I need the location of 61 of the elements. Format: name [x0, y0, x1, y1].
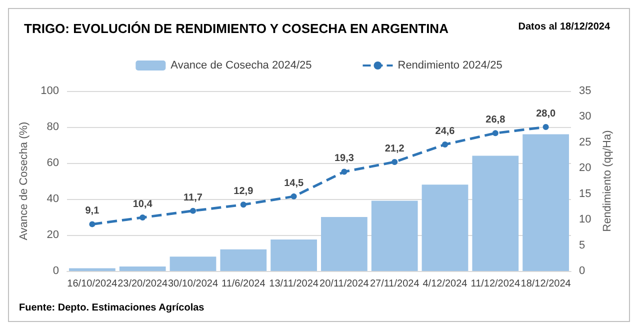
y2-tick-label: 5 [579, 239, 586, 252]
point [140, 214, 146, 221]
y-tick-label: 100 [40, 85, 59, 97]
x-tick-label: 30/10/2024 [168, 278, 218, 290]
y-tick-label: 60 [46, 157, 59, 169]
x-tick-label: 13/11/2024 [269, 278, 319, 290]
bar [270, 240, 317, 271]
y2-axis-title: Rendimiento (qq/Ha) [602, 130, 614, 232]
bar [321, 217, 368, 271]
data-label: 19,3 [334, 153, 354, 164]
x-tick-label: 11/12/2024 [470, 278, 520, 290]
bar [371, 200, 418, 271]
chart-title: TRIGO: EVOLUCIÓN DE RENDIMIENTO Y COSECHA EN ARGENTINA [24, 21, 450, 36]
x-tick-label: 18/12/2024 [520, 278, 572, 290]
point [442, 141, 448, 148]
y2-tick-label: 30 [579, 110, 592, 123]
point [290, 193, 297, 200]
legend-label: Avance de Cosecha 2024/25 [170, 60, 312, 72]
data-label: 9,1 [85, 206, 100, 217]
point [392, 158, 398, 165]
legend-label: Rendimiento 2024/25 [398, 60, 502, 72]
y-tick-label: 0 [52, 265, 59, 277]
data-label: 12,9 [234, 186, 254, 198]
y-tick-label: 40 [46, 193, 59, 205]
data-label: 11,7 [184, 192, 203, 204]
y2-tick-label: 15 [579, 188, 592, 200]
bar [422, 184, 468, 271]
y-axis-title: Avance de Cosecha (%) [18, 122, 30, 240]
x-tick-label: 27/11/2024 [370, 278, 420, 290]
bar [170, 256, 216, 271]
bar [119, 266, 166, 271]
y2-tick-label: 25 [579, 136, 592, 148]
x-tick-label: 23/20/2024 [118, 278, 168, 290]
y-tick-label: 20 [46, 229, 59, 241]
point [190, 208, 196, 214]
data-label: 26,8 [486, 114, 506, 126]
y-tick-label: 80 [46, 121, 59, 133]
y2-tick-label: 35 [579, 85, 592, 97]
y2-tick-label: 20 [579, 162, 592, 174]
data-label: 28,0 [536, 108, 556, 120]
y2-tick-label: 0 [579, 265, 586, 277]
chart-subtitle: Datos al 18/12/2024 [518, 22, 610, 32]
data-label: 24,6 [435, 126, 456, 137]
x-tick-label: 16/10/2024 [67, 278, 118, 290]
x-tick-label: 11/6/2024 [222, 278, 266, 290]
point [89, 221, 96, 228]
data-label: 14,5 [284, 178, 304, 189]
point [240, 202, 246, 208]
point [492, 130, 498, 136]
data-label: 21,2 [384, 143, 405, 154]
point [341, 168, 348, 175]
source-note: Fuente: Depto. Estimaciones Agrícolas [19, 302, 205, 314]
bar [220, 249, 267, 271]
point [542, 124, 549, 130]
bar [472, 156, 519, 271]
x-tick-label: 20/11/2024 [320, 278, 370, 290]
bar [522, 134, 569, 271]
bar [69, 268, 116, 271]
y2-tick-label: 10 [579, 214, 592, 226]
data-label: 10,4 [132, 199, 153, 210]
x-tick-label: 4/12/2024 [422, 278, 468, 290]
